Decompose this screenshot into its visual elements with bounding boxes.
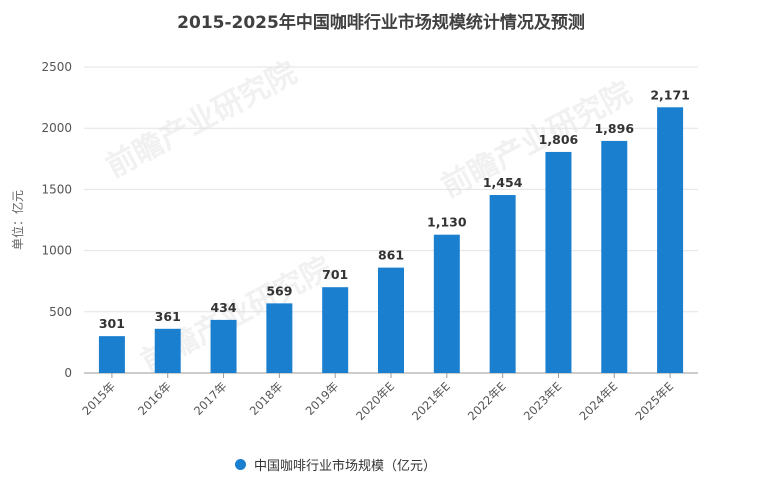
y-tick-label: 0 [64,366,72,380]
y-tick-label: 1000 [41,244,72,258]
y-axis-label: 单位：亿元 [10,190,25,250]
legend-marker [235,459,246,470]
x-tick-label: 2023年E [521,379,565,423]
bar [657,107,684,374]
bar [601,140,628,373]
bar-value-label: 569 [266,283,292,298]
bar [545,151,572,373]
y-tick-label: 2500 [41,60,72,74]
x-tick-label: 2016年 [135,379,174,418]
bar-value-label: 861 [378,248,404,263]
legend: 中国咖啡行业市场规模（亿元） [235,455,436,474]
x-tick-label: 2022年E [465,379,509,423]
bar-value-label: 2,171 [650,87,690,102]
y-tick-label: 1500 [41,182,72,196]
bar [378,267,404,373]
x-tick-label: 2021年E [409,379,453,423]
x-tick-label: 2024年E [577,379,621,423]
legend-label: 中国咖啡行业市场规模（亿元） [254,459,437,474]
x-tick-label: 2018年 [247,379,286,418]
x-tick-label: 2020年E [353,379,397,423]
x-tick-label: 2017年 [191,379,230,418]
bar [266,303,293,373]
bar [489,195,516,373]
bar [154,328,181,373]
bar [433,234,460,373]
bar [322,287,349,373]
bar-value-label: 701 [322,267,348,282]
x-tick-label: 2025年E [632,379,676,423]
bar-value-label: 1,130 [427,215,467,230]
y-tick-label: 2000 [41,121,72,135]
x-tick-label: 2015年 [79,379,118,418]
bar-value-label: 1,454 [483,175,523,190]
chart-title: 2015-2025年中国咖啡行业市场规模统计情况及预测 [177,13,585,33]
bar-value-label: 361 [155,309,181,324]
y-tick-label: 500 [49,305,72,319]
bar [210,319,237,373]
x-tick-label: 2019年 [303,379,342,418]
bar-value-label: 301 [99,316,125,331]
bar-value-label: 434 [210,300,236,315]
bar-value-label: 1,896 [594,121,634,136]
bar [98,336,125,373]
bar-value-label: 1,806 [539,132,579,147]
